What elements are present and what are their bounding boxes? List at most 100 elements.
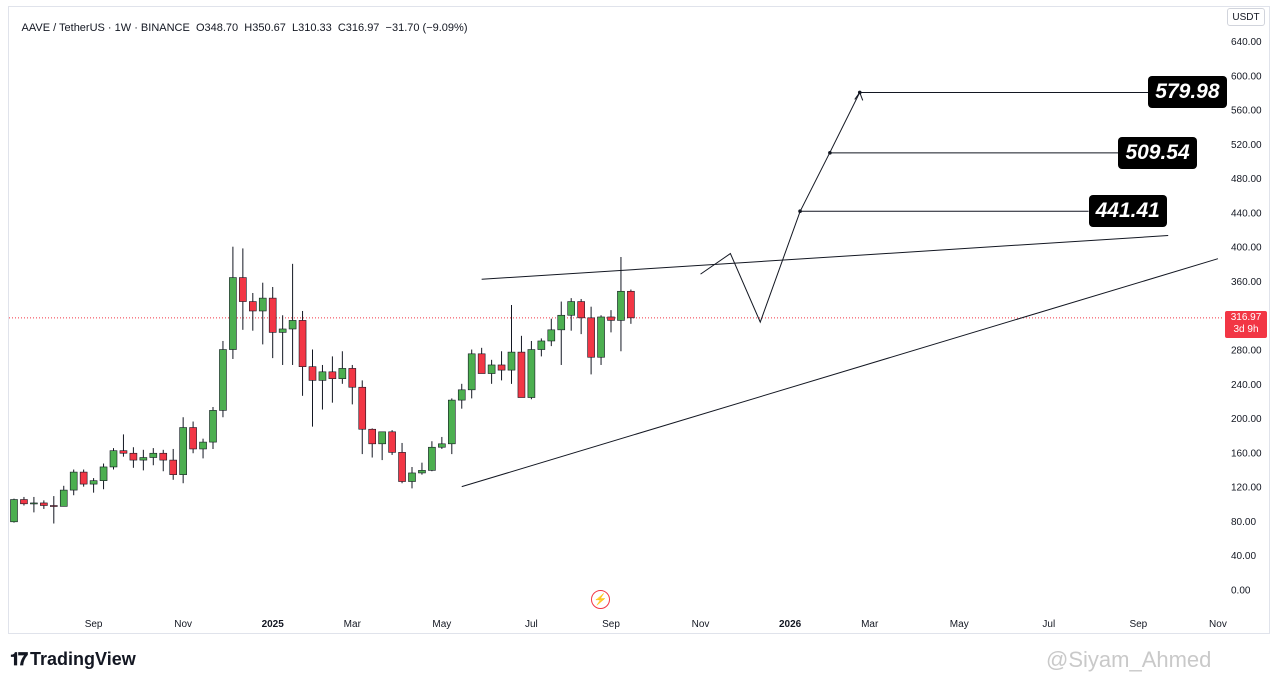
x-tick-label: Sep	[1129, 619, 1147, 630]
candle-body	[547, 329, 556, 342]
candle-body	[219, 349, 227, 411]
x-tick-label: Sep	[85, 619, 103, 630]
y-tick-label: 480.00	[1231, 174, 1262, 185]
candle-body	[30, 502, 38, 505]
candle-body	[249, 301, 257, 312]
candle-body	[40, 502, 48, 506]
candle-body	[368, 428, 377, 445]
y-tick-label: 440.00	[1231, 208, 1262, 219]
x-tick-label: Nov	[174, 619, 192, 630]
candle-body	[487, 364, 496, 374]
candle-body	[567, 301, 576, 316]
bar-countdown: 3d 9h	[1233, 324, 1259, 335]
candle-body	[49, 505, 58, 507]
candle-body	[418, 470, 426, 474]
y-tick-label: 520.00	[1231, 140, 1262, 151]
current-price-value: 316.97	[1230, 312, 1262, 323]
candle-body	[398, 452, 406, 482]
chart-frame	[8, 6, 1270, 634]
candle-body	[308, 366, 317, 381]
y-tick-label: 360.00	[1231, 277, 1262, 288]
x-tick-label: May	[432, 619, 451, 630]
candle-body	[288, 320, 297, 330]
candle-body	[159, 452, 168, 461]
candle-body	[119, 450, 128, 454]
candle-body	[447, 399, 456, 445]
x-tick-label: Sep	[602, 619, 620, 630]
candle-body	[358, 386, 367, 430]
candle-body	[587, 317, 595, 358]
target-label-509: 509.54	[1118, 136, 1197, 169]
replay-icon[interactable]: ⚡	[591, 590, 610, 609]
x-tick-label: Jul	[525, 619, 538, 630]
candle-body	[318, 371, 327, 381]
candle-body	[428, 446, 436, 471]
x-tick-label: Nov	[692, 619, 710, 630]
target-label-579: 579.98	[1148, 76, 1227, 109]
y-tick-label: 280.00	[1231, 346, 1262, 357]
candle-body	[169, 459, 177, 475]
candle-body	[258, 297, 267, 312]
candle-body	[557, 314, 566, 331]
candle-body	[497, 364, 506, 371]
candle-body	[378, 431, 386, 445]
candle-body	[109, 450, 118, 468]
candle-body	[408, 472, 416, 482]
candle-body	[89, 480, 98, 485]
ohlc-values: O348.70 H350.67 L310.33 C316.97 −31.70 (…	[195, 22, 468, 34]
y-tick-label: 80.00	[1231, 517, 1256, 528]
candle-body	[149, 452, 158, 458]
candle-body	[278, 328, 287, 333]
candle-body	[99, 466, 108, 481]
symbol-header: AAVE / TetherUS · 1W · BINANCE O348.70 H…	[16, 10, 468, 34]
target-level-dot	[857, 90, 862, 95]
candle-body	[577, 301, 585, 319]
candle-body	[229, 277, 237, 350]
candle-body	[388, 431, 396, 453]
candle-body	[507, 351, 516, 371]
projection-path	[700, 92, 861, 324]
currency-button[interactable]: USDT	[1227, 8, 1265, 26]
y-tick-label: 120.00	[1231, 483, 1262, 494]
y-tick-label: 240.00	[1231, 380, 1262, 391]
symbol-line: AAVE / TetherUS · 1W · BINANCE	[21, 22, 190, 34]
candle-body	[199, 441, 207, 450]
y-tick-label: 160.00	[1231, 448, 1262, 459]
wedge-trendline	[461, 258, 1219, 488]
candle-body	[517, 351, 526, 398]
x-tick-label: Nov	[1209, 619, 1227, 630]
x-tick-label: Mar	[344, 619, 362, 630]
candle-body	[69, 471, 78, 491]
y-tick-label: 40.00	[1231, 551, 1256, 562]
candle-body	[348, 368, 357, 388]
candle-body	[189, 427, 197, 450]
x-tick-label: 2025	[262, 619, 285, 630]
candle-body	[477, 353, 486, 374]
candle-body	[239, 277, 247, 302]
candle-body	[139, 457, 148, 461]
candle-body	[607, 316, 615, 321]
y-tick-label: 600.00	[1231, 71, 1262, 82]
brand-name: TradingView	[30, 649, 136, 669]
candle-body	[537, 340, 546, 350]
x-tick-label: Mar	[861, 619, 879, 630]
candle-body	[209, 410, 217, 443]
candle-body	[338, 368, 347, 379]
target-level-dot	[798, 209, 802, 214]
candle-body	[129, 452, 138, 461]
wedge-trendline	[481, 235, 1169, 280]
candle-body	[617, 290, 625, 321]
y-tick-label: 0.00	[1231, 586, 1251, 597]
candle-body	[328, 371, 337, 379]
y-tick-label: 560.00	[1231, 106, 1262, 117]
tradingview-logo[interactable]: 𝟏𝟕 TradingView	[10, 649, 136, 670]
candle-body	[527, 349, 536, 398]
y-tick-label: 640.00	[1231, 37, 1262, 48]
candle-body	[467, 353, 476, 391]
candle-body	[597, 316, 605, 358]
candle-body	[457, 389, 466, 401]
tv-logo-icon: 𝟏𝟕	[10, 649, 28, 669]
author-watermark: @Siyam_Ahmed	[1046, 647, 1212, 672]
current-price-tag: 316.97 3d 9h	[1225, 311, 1267, 338]
